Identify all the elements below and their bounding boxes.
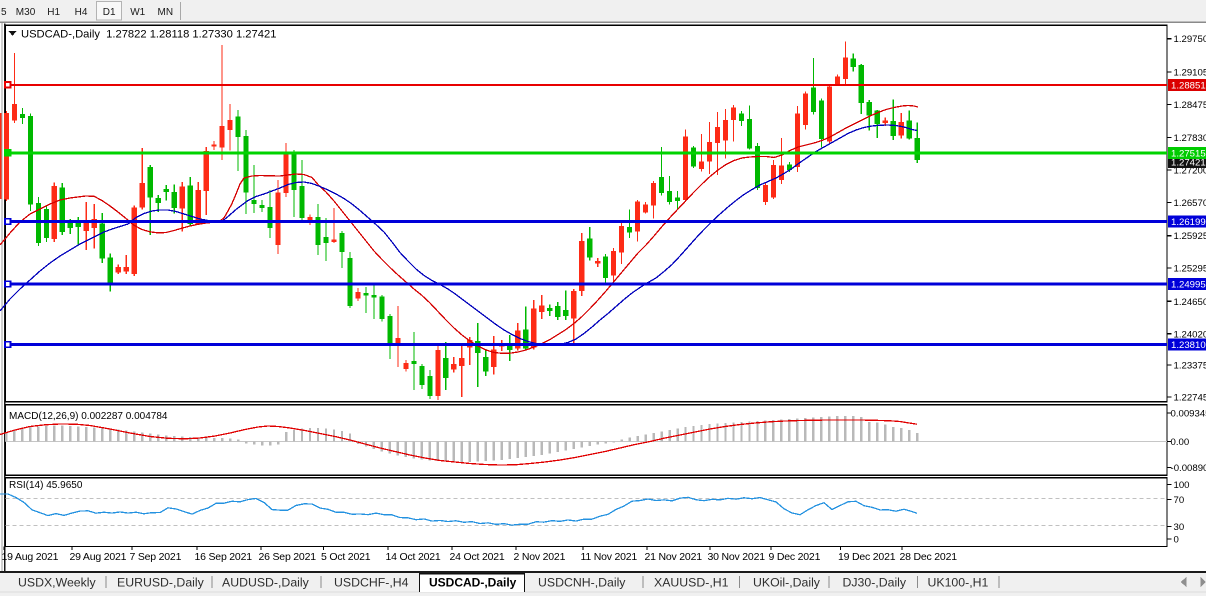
svg-text:1.26570: 1.26570 [1174,198,1206,209]
svg-text:UK100-,H1: UK100-,H1 [928,576,989,590]
svg-text:100: 100 [1174,480,1190,491]
svg-text:0: 0 [1174,535,1179,546]
svg-text:16 Sep 2021: 16 Sep 2021 [195,551,253,563]
svg-text:1.28851: 1.28851 [1171,81,1206,92]
svg-text:1.27421: 1.27421 [1171,158,1206,169]
svg-text:30: 30 [1174,522,1185,533]
svg-text:9 Dec 2021: 9 Dec 2021 [769,551,821,563]
svg-text:EURUSD-,Daily: EURUSD-,Daily [117,576,205,590]
svg-text:XAUUSD-,H1: XAUUSD-,H1 [654,576,729,590]
svg-text:5: 5 [1,7,7,18]
svg-text:1.22745: 1.22745 [1174,393,1206,404]
svg-text:1.27200: 1.27200 [1174,166,1206,177]
svg-text:MN: MN [158,7,174,18]
svg-text:21 Nov 2021: 21 Nov 2021 [645,551,703,563]
svg-text:1.26199: 1.26199 [1171,217,1206,228]
svg-text:7 Sep 2021: 7 Sep 2021 [130,551,182,563]
svg-text:14 Oct 2021: 14 Oct 2021 [386,551,441,563]
svg-text:2 Nov 2021: 2 Nov 2021 [514,551,566,563]
svg-text:1.27830: 1.27830 [1174,133,1206,144]
svg-text:UKOil-,Daily: UKOil-,Daily [753,576,821,590]
svg-text:1.25925: 1.25925 [1174,231,1206,242]
svg-text:1.24650: 1.24650 [1174,297,1206,308]
svg-text:USDX,Weekly: USDX,Weekly [18,576,97,590]
svg-text:USDCNH-,Daily: USDCNH-,Daily [538,576,626,590]
svg-text:0.00: 0.00 [1171,437,1190,448]
svg-text:AUDUSD-,Daily: AUDUSD-,Daily [222,576,310,590]
svg-text:11 Nov 2021: 11 Nov 2021 [581,551,638,563]
svg-text:0.009345: 0.009345 [1171,409,1206,420]
svg-text:26 Sep 2021: 26 Sep 2021 [259,551,317,563]
svg-text:1.23375: 1.23375 [1174,361,1206,372]
svg-text:H1: H1 [47,7,60,18]
svg-text:1.24020: 1.24020 [1174,329,1206,340]
svg-text:H4: H4 [75,7,88,18]
svg-text:1.23810: 1.23810 [1171,340,1206,351]
svg-text:MACD(12,26,9) 0.002287 0.00478: MACD(12,26,9) 0.002287 0.004784 [9,411,168,422]
svg-text:1.27515: 1.27515 [1171,149,1206,160]
svg-text:1.28475: 1.28475 [1174,100,1206,111]
svg-text:1.29105: 1.29105 [1174,67,1206,78]
svg-text:29 Aug 2021: 29 Aug 2021 [70,551,127,563]
svg-text:W1: W1 [130,7,145,18]
svg-text:USDCAD-,Daily: USDCAD-,Daily [429,576,517,590]
svg-text:1.25295: 1.25295 [1174,264,1206,275]
svg-text:30 Nov 2021: 30 Nov 2021 [708,551,766,563]
svg-text:24 Oct 2021: 24 Oct 2021 [450,551,505,563]
svg-text:5 Oct 2021: 5 Oct 2021 [321,551,371,563]
svg-text:1.29750: 1.29750 [1174,34,1206,45]
svg-text:1.24995: 1.24995 [1171,280,1206,291]
svg-text:19 Dec 2021: 19 Dec 2021 [838,551,896,563]
svg-text:DJ30-,Daily: DJ30-,Daily [843,576,907,590]
svg-text:USDCAD-,Daily 1.27822 1.28118: USDCAD-,Daily 1.27822 1.28118 1.27330 1.… [21,29,276,41]
svg-text:19 Aug 2021: 19 Aug 2021 [2,551,59,563]
svg-text:D1: D1 [103,7,116,18]
svg-text:RSI(14) 45.9650: RSI(14) 45.9650 [9,480,83,491]
svg-text:-0.00890: -0.00890 [1171,463,1206,474]
svg-text:M30: M30 [16,7,36,18]
svg-text:70: 70 [1174,495,1185,506]
svg-text:USDCHF-,H4: USDCHF-,H4 [334,576,409,590]
svg-text:28 Dec 2021: 28 Dec 2021 [900,551,958,563]
